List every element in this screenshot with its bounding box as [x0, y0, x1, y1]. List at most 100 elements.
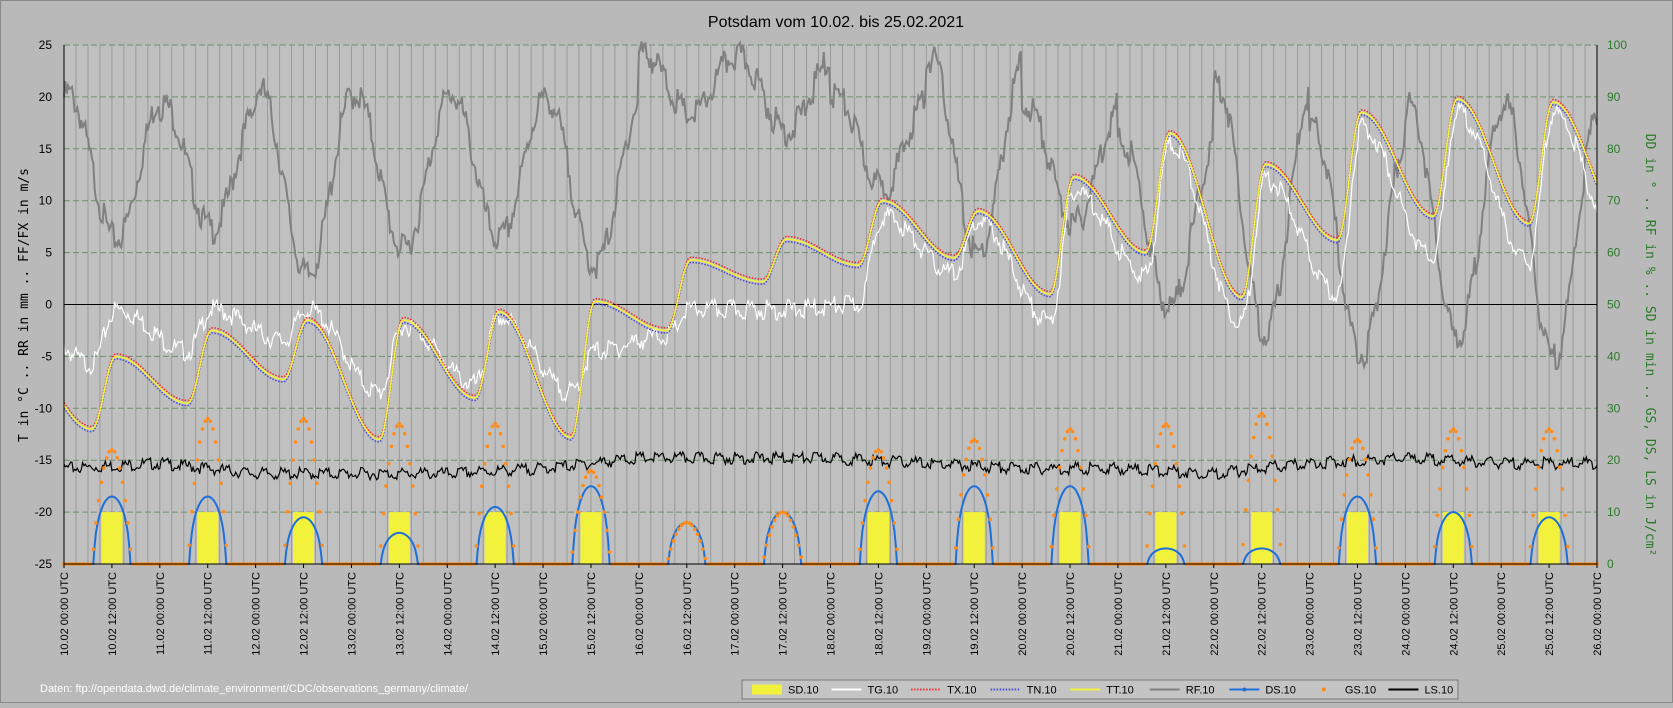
legend-swatch-marker-ds-10 — [1242, 687, 1247, 692]
gs-point — [889, 498, 894, 503]
y-tick-label-right: 90 — [1607, 90, 1621, 104]
legend-label-ds-10: DS.10 — [1265, 685, 1296, 697]
gs-point — [1172, 444, 1176, 449]
gs-point — [605, 528, 609, 533]
gs-point — [315, 481, 319, 486]
y-axis-left-label: T in °C .. RR in mm .. FF/FX in m/s — [17, 168, 32, 442]
gs-point — [693, 527, 697, 531]
gs-point — [578, 495, 583, 500]
y-tick-label-right: 0 — [1607, 557, 1614, 571]
x-tick-label: 10.02 12:00 UTC — [107, 572, 119, 656]
gs-point — [674, 532, 678, 537]
y-tick-label-right: 60 — [1607, 246, 1621, 260]
gs-point — [1432, 544, 1437, 549]
gs-point — [1536, 465, 1541, 470]
gs-point — [405, 444, 410, 449]
tt-line — [63, 98, 1598, 441]
gs-point — [1158, 432, 1163, 436]
legend-label-tx-10: TX.10 — [947, 685, 976, 697]
gs-point — [767, 533, 772, 537]
gs-point — [96, 498, 101, 503]
x-tick-label: 16.02 00:00 UTC — [634, 572, 646, 656]
gs-point — [1249, 454, 1253, 459]
legend-label-rf-10: RF.10 — [1186, 685, 1215, 697]
gs-point — [99, 480, 104, 485]
gs-point — [879, 450, 883, 454]
gs-point — [1539, 448, 1543, 453]
gs-point — [1446, 436, 1450, 441]
x-tick-label: 22.02 12:00 UTC — [1257, 572, 1269, 656]
x-tick-label: 24.02 12:00 UTC — [1448, 572, 1460, 656]
gs-point — [400, 424, 404, 429]
y-tick-label-right: 10 — [1607, 505, 1621, 519]
gs-point — [386, 461, 391, 466]
gs-point — [1180, 511, 1184, 516]
y-tick-label-left: 10 — [39, 194, 53, 208]
gs-point — [1070, 429, 1075, 434]
gs-point — [871, 456, 875, 460]
gs-point — [983, 473, 987, 477]
gs-point — [301, 416, 306, 421]
gs-point — [397, 422, 402, 426]
gs-point — [221, 509, 226, 514]
gs-point — [1153, 461, 1157, 466]
gs-point — [1557, 465, 1562, 470]
gs-point — [1054, 487, 1059, 491]
legend-label-tn-10: TN.10 — [1027, 685, 1057, 697]
gs-point — [666, 556, 670, 561]
x-tick-label: 18.02 00:00 UTC — [826, 572, 838, 656]
gs-point — [1552, 436, 1557, 441]
y-tick-label-right: 70 — [1607, 194, 1621, 208]
gs-point — [309, 440, 314, 444]
gs-point — [203, 419, 207, 424]
gs-point — [477, 511, 482, 516]
x-tick-label: 18.02 12:00 UTC — [873, 572, 885, 656]
gs-point — [317, 509, 322, 514]
x-tick-label: 25.02 00:00 UTC — [1496, 572, 1508, 656]
gs-point — [378, 544, 383, 548]
gs-point — [794, 533, 798, 537]
gs-point — [1273, 478, 1277, 483]
gs-point — [1076, 448, 1080, 453]
x-tick-label: 11.02 12:00 UTC — [203, 572, 215, 655]
y-tick-label-left: -10 — [35, 401, 53, 415]
gs-point — [956, 517, 961, 521]
gs-point — [1049, 544, 1054, 549]
gs-point — [112, 450, 117, 454]
gs-point — [1156, 444, 1160, 449]
gs-point — [695, 532, 700, 537]
gs-point — [1078, 465, 1083, 470]
gs-point — [1347, 457, 1352, 462]
gs-point — [1161, 424, 1165, 429]
gs-point — [581, 483, 585, 488]
gs-point — [1060, 448, 1064, 453]
y-tick-label-left: -25 — [35, 557, 53, 571]
gs-point — [594, 475, 599, 480]
x-tick-label: 12.02 12:00 UTC — [299, 572, 311, 656]
gs-point — [1065, 429, 1070, 434]
x-tick-label: 25.02 12:00 UTC — [1544, 572, 1556, 656]
gs-point — [1371, 517, 1376, 521]
gs-point — [985, 493, 990, 497]
gs-point — [490, 424, 495, 429]
gs-point — [583, 475, 588, 480]
gs-point — [1443, 448, 1448, 453]
gs-point — [1467, 513, 1472, 518]
gs-point — [1369, 493, 1373, 497]
gs-point — [969, 439, 974, 444]
gs-point — [410, 484, 415, 488]
gs-point — [687, 521, 692, 525]
x-tick-label: 13.02 12:00 UTC — [394, 572, 406, 656]
gs-point — [381, 511, 386, 516]
gs-point — [118, 466, 122, 470]
gs-point — [772, 518, 777, 523]
gs-point — [496, 424, 500, 429]
gs-point — [770, 525, 774, 529]
gs-point — [762, 555, 766, 560]
gs-point — [187, 543, 191, 548]
gs-point — [1353, 439, 1357, 444]
gs-point — [1350, 446, 1354, 451]
gs-point — [1563, 513, 1567, 518]
gs-point — [1254, 422, 1259, 427]
x-tick-label: 17.02 00:00 UTC — [730, 572, 742, 656]
